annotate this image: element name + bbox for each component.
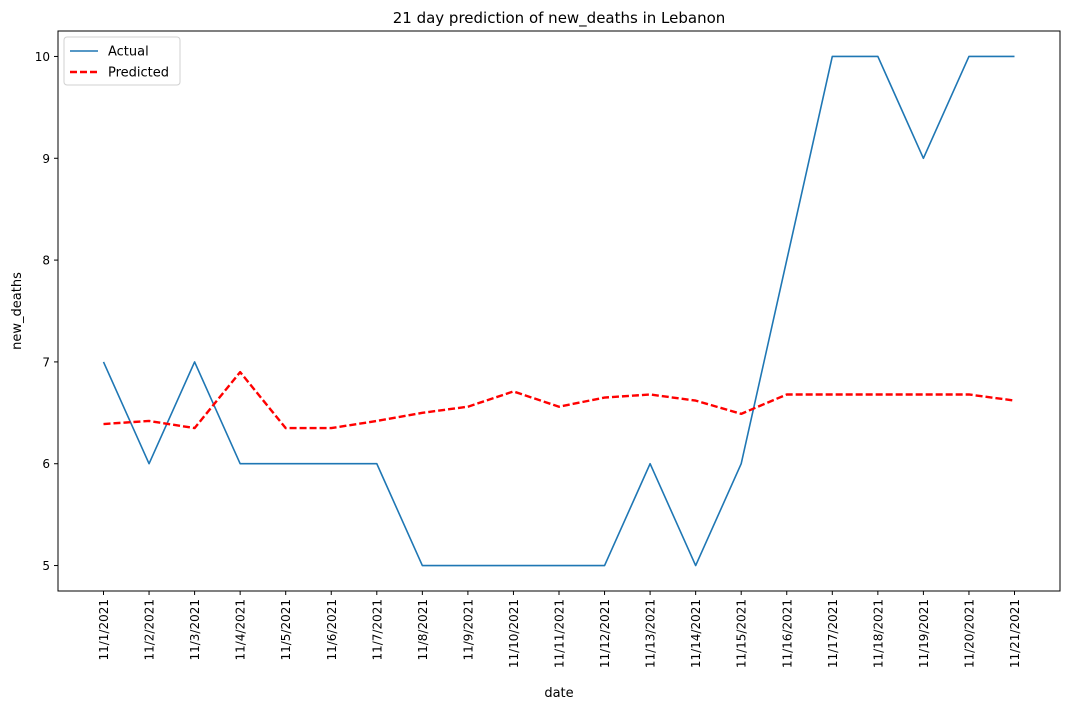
- legend: Actual Predicted: [63, 36, 181, 86]
- x-tick-label: 11/14/2021: [689, 599, 703, 668]
- x-tick-label: 11/5/2021: [279, 599, 293, 661]
- x-tick-label: 11/13/2021: [644, 599, 658, 668]
- y-tick-label: 9: [42, 152, 50, 166]
- x-tick-label: 11/8/2021: [416, 599, 430, 661]
- y-tick-label: 5: [42, 559, 50, 573]
- y-tick-label: 7: [42, 355, 50, 369]
- x-tick-label: 11/4/2021: [234, 599, 248, 661]
- x-tick-label: 11/15/2021: [735, 599, 749, 668]
- y-axis-label: new_deaths: [10, 272, 25, 350]
- x-tick-label: 11/19/2021: [917, 599, 931, 668]
- x-tick-label: 11/9/2021: [461, 599, 475, 661]
- x-tick-label: 11/18/2021: [871, 599, 885, 668]
- x-tick-label: 11/12/2021: [598, 599, 612, 668]
- x-tick-label: 11/21/2021: [1008, 599, 1022, 668]
- x-tick-label: 11/10/2021: [507, 599, 521, 668]
- x-tick-label: 11/2/2021: [143, 599, 157, 661]
- x-tick-label: 11/6/2021: [325, 599, 339, 661]
- y-tick-label: 10: [35, 50, 50, 64]
- x-tick-label: 11/11/2021: [553, 599, 567, 668]
- x-tick-label: 11/16/2021: [780, 599, 794, 668]
- x-tick-label: 11/7/2021: [370, 599, 384, 661]
- legend-label-actual: Actual: [108, 45, 149, 60]
- x-tick-label: 11/1/2021: [97, 599, 111, 661]
- x-tick-label: 11/17/2021: [826, 599, 840, 668]
- x-tick-label: 11/3/2021: [188, 599, 202, 661]
- x-tick-label: 11/20/2021: [962, 599, 976, 668]
- legend-label-predicted: Predicted: [108, 66, 169, 81]
- chart-title: 21 day prediction of new_deaths in Leban…: [393, 9, 726, 28]
- x-axis: 11/1/2021 11/2/2021 11/3/2021 11/4/2021 11/5…: [97, 591, 1022, 668]
- y-tick-label: 8: [42, 254, 50, 268]
- x-axis-label: date: [544, 686, 573, 701]
- y-tick-label: 6: [42, 457, 50, 471]
- y-axis: 5 6 7 8 9 10: [35, 50, 58, 573]
